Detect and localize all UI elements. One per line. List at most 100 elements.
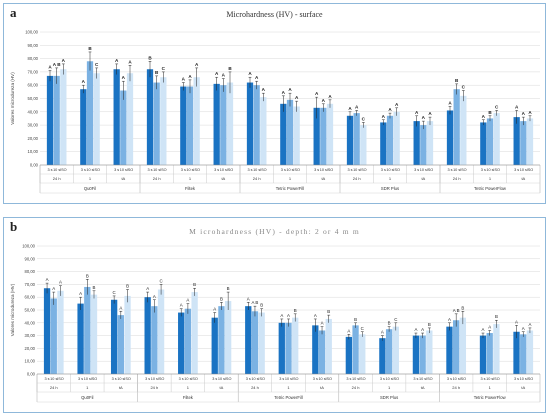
material-label: Tetric PowerFlow [474,186,507,191]
y-tick-label: 90,00 [28,43,39,48]
x-tick-label: 10 s [486,377,493,381]
bar [420,125,427,165]
significance-letter: B [126,284,129,289]
significance-letter: A [262,87,266,92]
bar [459,317,467,374]
group-label: 24 h [452,385,460,390]
significance-letter: A [321,321,324,326]
significance-letter: A [79,291,82,296]
bar [46,75,54,165]
bar [393,111,400,165]
bar [226,82,234,165]
x-tick-label: ISO [460,377,467,381]
x-tick-label: ISO [293,168,300,172]
significance-letter: C [495,104,499,109]
y-tick-label: 50,00 [25,308,36,313]
significance-letter: B [428,322,431,327]
group-label: 24 h [353,176,361,181]
x-tick-label: ISO [60,168,67,172]
significance-letter: A [59,280,62,285]
x-tick-label: ISO [393,377,400,381]
group-label: 24 h [253,176,261,181]
significance-letter: C [95,62,99,67]
significance-letter: A [195,62,199,67]
significance-letter: A [115,58,119,63]
significance-letter: A [488,324,491,329]
bar [90,294,98,374]
significance-letter: A [186,298,189,303]
y-tick-label: 100,00 [22,244,35,249]
significance-letter: A [347,328,350,333]
x-tick-label: ISO [160,168,167,172]
bar-chart-depth: Valores microdureza (HV) 0,00 10,00 20,00 30… [10,244,541,403]
bar [392,326,399,374]
y-tick-label: 40,00 [25,320,36,325]
material-label: SDR Plus [380,395,398,400]
x-tick-label: ISO [127,168,134,172]
bar [57,290,64,374]
bar [312,325,319,374]
significance-letter: A [414,327,417,332]
bar [117,315,124,374]
material-label: Tetric PowerFill [274,395,302,400]
x-tick-label: 10 s [286,168,293,172]
x-tick-label: 10 s [184,377,191,381]
y-tick-label: 50,00 [28,96,39,101]
x-tick-label: 3 s [179,377,184,381]
x-tick-label: 10 s [285,377,292,381]
bar [313,107,320,165]
bar [526,330,534,374]
group-label: tA [521,385,525,390]
bar [419,335,426,374]
x-tick-label: ISO [427,168,434,172]
x-tick-label: 3 s [381,168,386,172]
x-tick-label: 10 s [53,168,60,172]
significance-letter: B [228,66,232,71]
x-tick-label: ISO [527,168,534,172]
bar [280,103,287,165]
significance-letter: A [62,58,66,63]
significance-letter: A [248,71,252,76]
x-tick-label: 3 s [181,168,186,172]
group-label: 1 [489,385,492,390]
x-tick-label: 3 s [279,377,284,381]
bar [359,334,366,374]
bar [292,317,299,374]
bar [278,322,285,374]
bar [191,292,198,374]
x-tick-label: 3 s [212,377,217,381]
x-tick-label: 3 s [214,168,219,172]
significance-letter: A [180,303,183,308]
group-label: 1 [388,385,391,390]
bar [412,335,420,374]
y-tick-label: 70,00 [25,282,36,287]
significance-letter: A [82,79,86,84]
bar [60,69,67,165]
x-tick-label: 10 s [486,168,493,172]
bar [520,121,527,165]
x-tick-label: ISO [527,377,534,381]
group-label: 1 [187,385,190,390]
significance-letter: A [522,111,526,116]
bar [526,118,534,165]
material-label: Qu0Fil [84,186,96,191]
bar [386,115,394,165]
x-tick-label: ISO [91,377,98,381]
bar [293,106,300,165]
x-tick-label: 3 s [514,377,519,381]
significance-letter: A [388,107,392,112]
bar [80,89,87,165]
group-label: tA [220,385,224,390]
bar [251,311,259,374]
x-tick-label: ISO [258,377,265,381]
bar [43,288,51,374]
material-label: Qu0Fil [81,395,93,400]
bar [286,99,294,165]
bar [486,333,493,374]
significance-letter: A [182,77,186,82]
x-tick-label: 3 s [447,168,452,172]
significance-letter: A [422,115,426,120]
x-tick-label: ISO [360,168,367,172]
significance-letter: A [119,305,122,310]
bar [93,73,100,165]
